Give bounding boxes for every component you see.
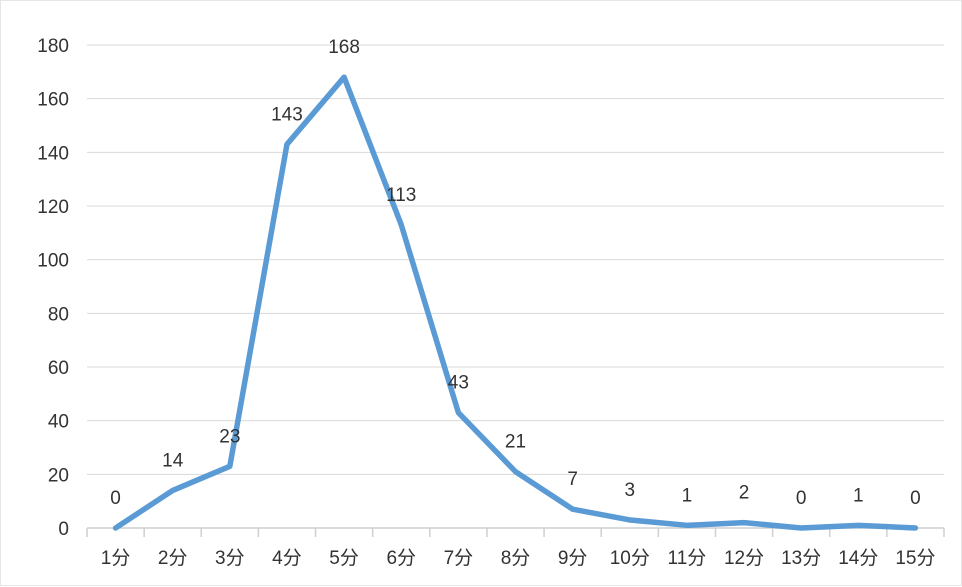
data-point: [113, 525, 119, 531]
x-category-label: 9分: [558, 547, 588, 569]
data-label: 113: [386, 185, 416, 206]
x-category-label: 3分: [215, 547, 245, 569]
data-label: 143: [271, 104, 303, 125]
y-tick-label: 160: [37, 90, 69, 111]
y-tick-label: 140: [37, 143, 69, 164]
data-label: 14: [162, 450, 184, 471]
data-label: 21: [505, 432, 526, 453]
y-axis-ticks: 0 20 40 60 80 100 120 140 160 180: [37, 36, 69, 540]
x-category-label: 7分: [444, 547, 474, 569]
data-point: [341, 74, 347, 80]
x-category-label: 12分: [724, 547, 764, 569]
y-tick-label: 80: [48, 304, 69, 325]
x-category-label: 10分: [610, 547, 650, 569]
y-tick-label: 100: [37, 251, 69, 272]
x-category-label: 14分: [838, 547, 878, 569]
data-point: [741, 520, 747, 526]
data-label: 23: [219, 426, 240, 447]
data-label: 0: [110, 488, 121, 509]
x-axis-categories: 1分 2分 3分 4分 5分 6分 7分 8分 9分 10分 11分 12分 13分 14分 15分: [101, 547, 936, 569]
data-point: [570, 506, 576, 512]
y-tick-label: 60: [48, 358, 69, 379]
data-label: 0: [796, 488, 807, 509]
x-category-label: 8分: [501, 547, 531, 569]
data-label: 0: [910, 488, 921, 509]
x-category-label: 1分: [101, 547, 131, 569]
data-point: [912, 525, 918, 531]
data-label: 2: [739, 483, 750, 504]
series-line: [112, 74, 919, 531]
x-category-label: 15分: [895, 547, 935, 569]
data-label: 3: [624, 480, 635, 501]
x-category-label: 5分: [329, 547, 359, 569]
y-tick-label: 0: [58, 519, 69, 540]
data-label: 1: [682, 485, 693, 506]
series: [112, 74, 919, 531]
x-category-label: 13分: [781, 547, 821, 569]
y-tick-label: 20: [48, 465, 69, 486]
data-point: [513, 469, 518, 475]
data-labels: 0 14 23 143 168 113 43 21 7 3 1 2 0 1 0: [110, 37, 920, 509]
x-category-label: 2分: [158, 547, 188, 569]
data-label: 168: [328, 37, 360, 58]
data-label: 7: [567, 469, 578, 490]
data-label: 1: [853, 485, 864, 506]
data-point: [170, 487, 176, 493]
y-tick-label: 180: [37, 36, 69, 57]
data-label: 43: [448, 373, 469, 394]
data-point: [684, 522, 690, 528]
data-point: [855, 522, 861, 528]
data-point: [227, 463, 233, 469]
x-category-label: 11分: [668, 547, 707, 569]
data-point: [284, 141, 290, 147]
x-category-label: 4分: [272, 547, 302, 569]
data-point: [455, 410, 461, 416]
y-tick-label: 40: [48, 412, 69, 433]
x-category-label: 6分: [386, 547, 416, 569]
y-tick-label: 120: [37, 197, 69, 218]
data-point: [627, 517, 633, 523]
gridlines: [87, 44, 944, 475]
data-point: [398, 222, 404, 228]
data-point: [798, 525, 804, 531]
